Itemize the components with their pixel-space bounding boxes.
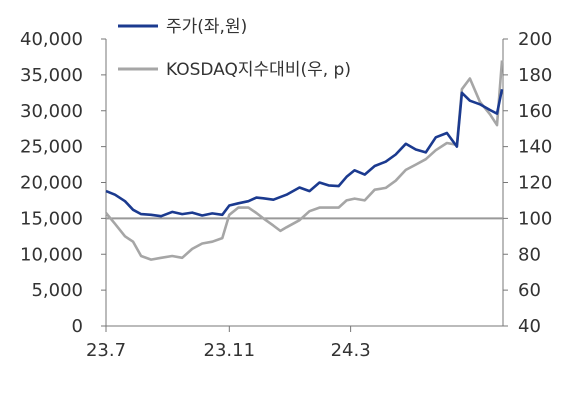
series-line-1 [105, 60, 504, 261]
y-left-tick-label: 40,000 [20, 29, 83, 50]
y-left-tick-label: 20,000 [20, 173, 83, 194]
y-right-tick-label: 160 [518, 101, 552, 122]
y-left-tick-label: 30,000 [20, 101, 83, 122]
y-axis-right-ticks: 40 60 80 100 120 140 160 180 200 [503, 29, 552, 337]
series-layer [105, 60, 504, 261]
y-right-tick-label: 100 [518, 208, 552, 229]
series-line-0 [105, 88, 504, 218]
y-right-tick-label: 200 [518, 29, 552, 50]
x-tick-label: 24.3 [331, 340, 371, 361]
y-right-tick-label: 60 [518, 280, 541, 301]
x-tick-label: 23.7 [86, 340, 126, 361]
y-left-tick-label: 5,000 [31, 280, 83, 301]
x-axis-ticks: 23.7 23.11 24.3 [86, 326, 371, 361]
y-right-tick-label: 40 [518, 316, 541, 337]
y-right-tick-label: 120 [518, 173, 552, 194]
y-left-tick-label: 15,000 [20, 208, 83, 229]
legend: 주가(좌,원) KOSDAQ지수대비(우, p) [118, 17, 351, 80]
y-left-tick-label: 0 [72, 316, 83, 337]
y-right-tick-label: 140 [518, 137, 552, 158]
y-axis-left-ticks: 0 5,000 10,000 15,000 20,000 25,000 30,000 35,0… [20, 29, 106, 337]
legend-label-0: 주가(좌,원) [166, 17, 247, 37]
y-left-tick-label: 25,000 [20, 137, 83, 158]
y-left-tick-label: 10,000 [20, 244, 83, 265]
y-right-tick-label: 180 [518, 65, 552, 86]
legend-label-1: KOSDAQ지수대비(우, p) [166, 60, 351, 80]
y-right-tick-label: 80 [518, 244, 541, 265]
y-left-tick-label: 35,000 [20, 65, 83, 86]
axes [105, 39, 504, 327]
x-tick-label: 23.11 [204, 340, 256, 361]
